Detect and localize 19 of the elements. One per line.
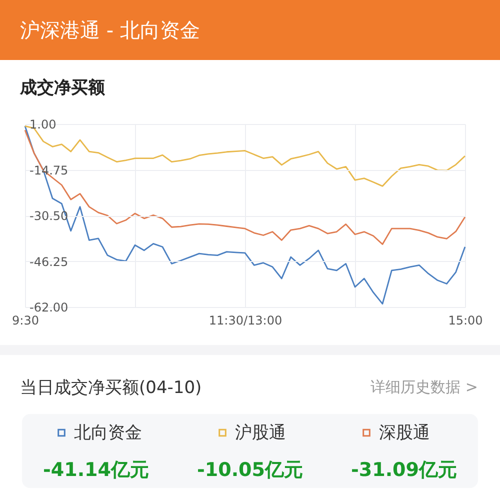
legend-label: 深股通 xyxy=(379,422,430,443)
y-tick-label: -30.50 xyxy=(30,209,68,223)
y-tick-label: 1.00 xyxy=(30,118,56,132)
text: -41.14亿元 xyxy=(43,458,149,483)
text: 详细历史数据 > xyxy=(370,378,478,397)
legend-label: 沪股通 xyxy=(235,422,286,443)
text: -31.09亿元 xyxy=(351,458,457,483)
x-tick-label: 9:30 xyxy=(12,314,39,328)
legend-label: 北向资金 xyxy=(74,422,142,443)
y-tick-label: -46.25 xyxy=(30,254,68,269)
line-series xyxy=(24,129,466,245)
chart-title: 沪深港通 - 北向资金 xyxy=(0,0,500,60)
x-tick-label: 11:30/13:00 xyxy=(208,314,282,328)
chart-subtitle: 成交净买额 xyxy=(20,77,105,99)
x-tick-label: 15:00 xyxy=(448,314,483,328)
text: -10.05亿元 xyxy=(197,458,303,483)
y-tick-label: -14.75 xyxy=(30,163,68,178)
text: 当日成交净买额(04-10) xyxy=(20,377,202,399)
y-tick-label: -62.00 xyxy=(30,300,68,314)
